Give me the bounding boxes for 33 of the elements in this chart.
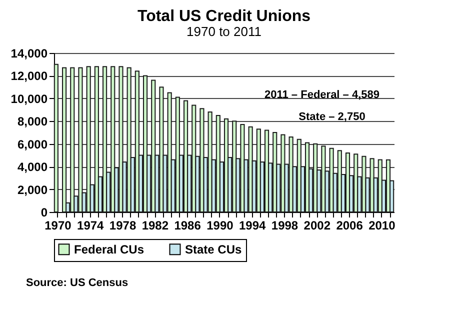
x-tick-label: 1994 — [238, 218, 266, 232]
bar — [134, 70, 140, 212]
bar — [94, 66, 99, 212]
y-tick-label: 6,000 — [17, 137, 48, 152]
y-tick-label: 10,000 — [10, 92, 48, 106]
bar — [62, 67, 67, 212]
y-tick-label: 14,000 — [10, 46, 48, 60]
legend-label: State CUs — [185, 242, 242, 256]
annotation: State – 2,750 — [298, 111, 366, 123]
y-tick-label: 0 — [40, 206, 48, 220]
y-tick-label: 4,000 — [17, 160, 48, 174]
x-tick-label: 1982 — [142, 218, 169, 232]
bar — [142, 75, 148, 212]
x-tick-label: 1990 — [206, 218, 234, 232]
x-tick-label: 1970 — [44, 218, 72, 232]
x-tick-label: 1978 — [109, 218, 136, 232]
bar — [54, 64, 58, 212]
annotation: 2011 – Federal – 4,589 — [264, 89, 380, 101]
y-tick-label: 2,000 — [17, 182, 48, 197]
source-note: Source: US Census — [26, 277, 128, 289]
y-tick-label: 12,000 — [10, 69, 48, 84]
x-tick-label: 1998 — [271, 218, 298, 232]
bar — [86, 66, 91, 212]
chart-subtitle: 1970 to 2011 — [186, 24, 262, 39]
x-tick-label: 1974 — [77, 218, 104, 232]
x-tick-label: 2010 — [368, 218, 396, 232]
chart-title: Total US Credit Unions — [137, 8, 311, 25]
x-tick-label: 1986 — [174, 218, 202, 232]
x-tick-label: 2002 — [304, 218, 331, 232]
x-tick-label: 2006 — [336, 218, 364, 232]
y-tick-label: 8,000 — [17, 114, 48, 129]
bar — [126, 67, 132, 212]
legend-label: Federal CUs — [74, 242, 144, 256]
